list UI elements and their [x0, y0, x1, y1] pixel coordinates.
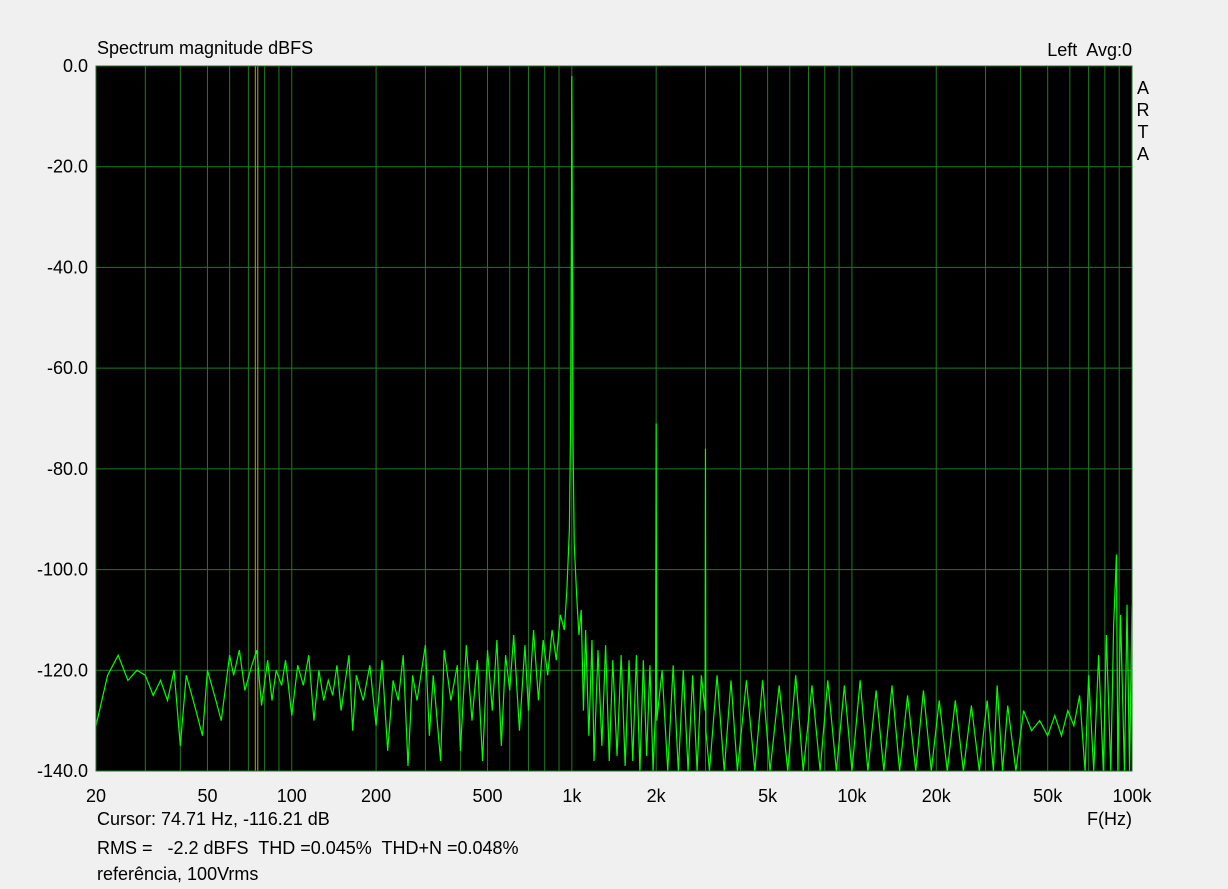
x-tick-label: 1k [562, 786, 582, 806]
brand: ARTA [1133, 78, 1153, 166]
plot-border [95, 65, 1133, 772]
x-tick-label: 50k [1033, 786, 1063, 806]
plot-area [96, 66, 1132, 771]
stats-readout: RMS = -2.2 dBFS THD =0.045% THD+N =0.048… [97, 838, 519, 858]
x-tick-label: 20k [922, 786, 952, 806]
channel-label: Left Avg:0 [1047, 40, 1132, 60]
x-tick-label: 20 [86, 786, 106, 806]
y-tick-label: -140.0 [37, 761, 88, 781]
x-tick-label: 5k [758, 786, 778, 806]
spectrum-line [95, 76, 1133, 772]
y-tick-label: -120.0 [37, 660, 88, 680]
x-axis-label: F(Hz) [1087, 809, 1132, 829]
x-tick-label: 2k [647, 786, 667, 806]
y-tick-label: -80.0 [47, 459, 88, 479]
note: referência, 100Vrms [97, 864, 258, 884]
y-tick-label: 0.0 [63, 56, 88, 76]
y-tick-label: -40.0 [47, 257, 88, 277]
cursor-readout: Cursor: 74.71 Hz, -116.21 dB [97, 809, 330, 829]
x-tick-label: 10k [837, 786, 867, 806]
x-tick-label: 100k [1112, 786, 1152, 806]
x-tick-label: 100 [277, 786, 307, 806]
x-tick-label: 500 [473, 786, 503, 806]
y-tick-label: -20.0 [47, 157, 88, 177]
x-tick-label: 200 [361, 786, 391, 806]
chart-title: Spectrum magnitude dBFS [97, 38, 313, 58]
x-tick-label: 50 [197, 786, 217, 806]
y-tick-label: -60.0 [47, 358, 88, 378]
y-tick-label: -100.0 [37, 560, 88, 580]
